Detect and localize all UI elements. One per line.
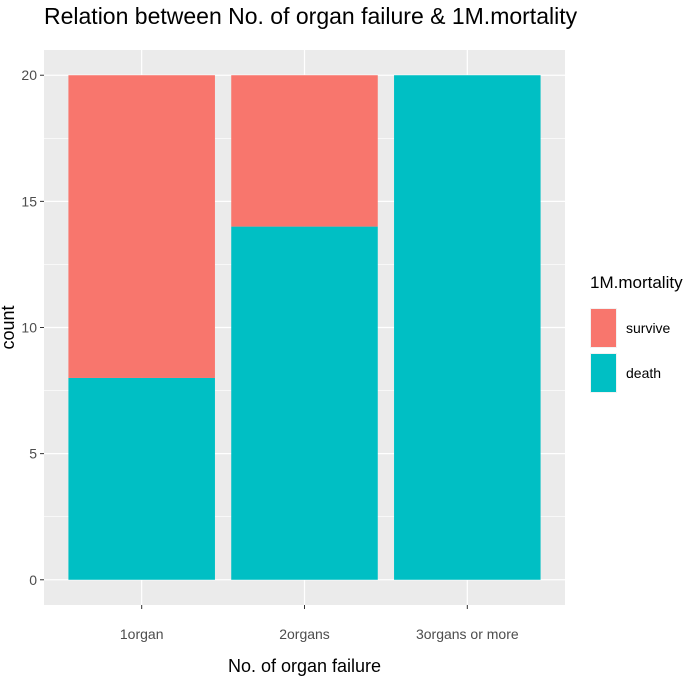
y-axis: 0 5 10 15 20 bbox=[21, 67, 44, 588]
bar-survive-1 bbox=[68, 75, 215, 378]
y-tick-label: 10 bbox=[21, 320, 37, 336]
x-axis: 1organ 2organs 3organs or more bbox=[120, 605, 519, 642]
chart-title: Relation between No. of organ failure & … bbox=[44, 3, 578, 29]
legend-label-death: death bbox=[626, 365, 661, 381]
x-tick-label: 1organ bbox=[120, 626, 164, 642]
y-tick-label: 0 bbox=[29, 572, 37, 588]
y-tick-label: 15 bbox=[21, 193, 37, 209]
bar-death-3 bbox=[394, 75, 541, 580]
legend-label-survive: survive bbox=[626, 320, 671, 336]
legend-key-death bbox=[591, 354, 616, 392]
y-tick-label: 5 bbox=[29, 446, 37, 462]
legend: 1M.mortality survive death bbox=[590, 273, 683, 393]
bar-death-2 bbox=[231, 226, 378, 580]
y-tick-label: 20 bbox=[21, 67, 37, 83]
y-axis-title: count bbox=[0, 305, 18, 349]
bar-survive-2 bbox=[231, 75, 378, 227]
x-tick-label: 3organs or more bbox=[416, 626, 519, 642]
legend-key-survive bbox=[591, 309, 616, 347]
legend-title: 1M.mortality bbox=[590, 273, 683, 292]
bar-death-1 bbox=[68, 377, 215, 580]
x-axis-title: No. of organ failure bbox=[228, 656, 381, 676]
x-tick-label: 2organs bbox=[279, 626, 330, 642]
bars bbox=[68, 75, 541, 580]
